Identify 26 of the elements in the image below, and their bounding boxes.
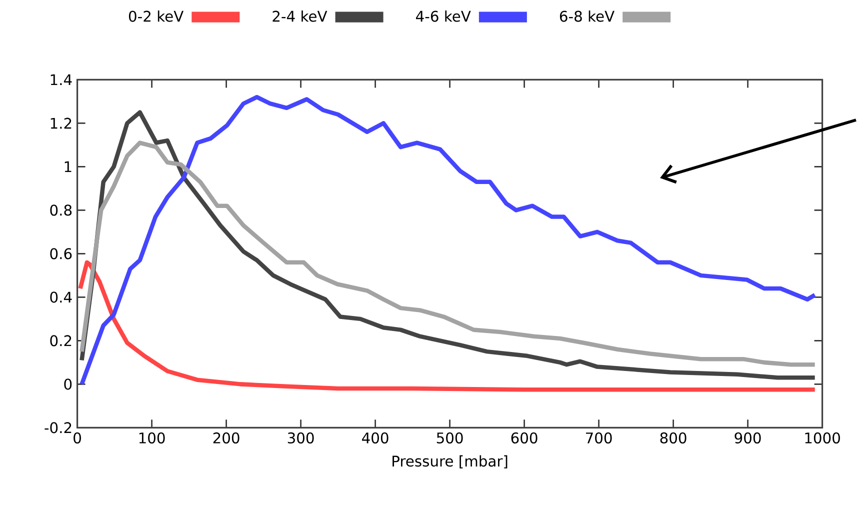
y-tick-label: 0.6 (50, 248, 72, 260)
x-axis-title: Pressure [mbar] (392, 455, 508, 468)
y-tick-label: 0.2 (50, 335, 72, 346)
x-tick-label: 200 (213, 432, 240, 444)
legend-label: 6-8 keV (560, 10, 614, 22)
legend-label: 2-4 keV (272, 10, 328, 22)
legend-label: 0-2 keV (128, 10, 184, 22)
x-tick-label: 400 (362, 432, 388, 444)
x-tick-label: 300 (288, 432, 314, 444)
x-tick-label: 0 (74, 432, 81, 444)
x-tick-label: 700 (586, 432, 612, 444)
y-tick-label: 1.2 (50, 118, 72, 129)
x-tick-label: 500 (436, 432, 463, 444)
x-tick-label: 900 (734, 432, 761, 444)
line-series (80, 140, 817, 367)
legend-label: 4-6 keV (416, 10, 471, 22)
y-tick-label: 1.4 (50, 74, 72, 86)
y-tick-label: 0 (64, 378, 72, 390)
x-tick-label: 800 (660, 432, 686, 444)
y-tick-label: -0.2 (44, 422, 72, 434)
x-tick-label: 600 (511, 432, 538, 444)
y-tick-label: 0.4 (50, 292, 72, 303)
x-tick-label: 1000 (805, 432, 840, 444)
y-tick-label: 0.8 (50, 204, 72, 216)
y-tick-label: 1 (64, 161, 72, 172)
x-tick-label: 100 (139, 432, 165, 444)
